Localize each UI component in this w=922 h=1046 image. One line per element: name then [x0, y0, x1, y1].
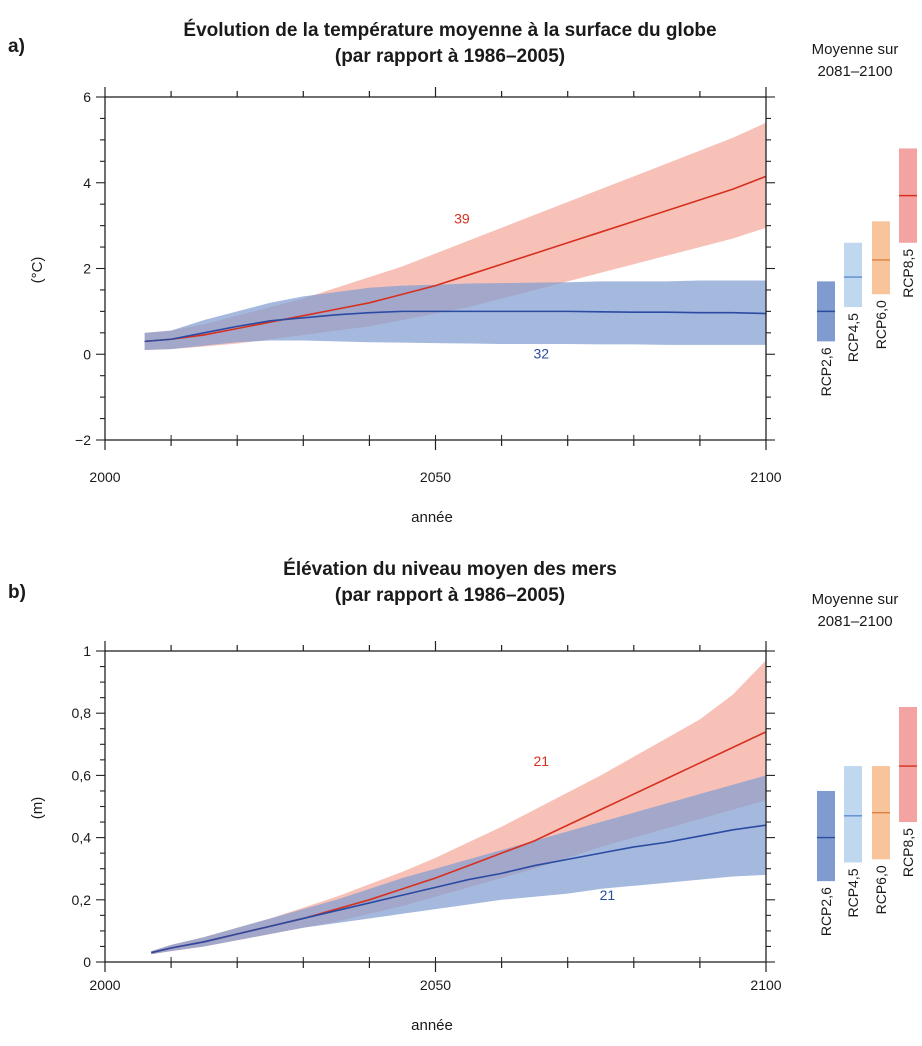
panel-b-side-bar-label: RCP8,5 [900, 828, 916, 877]
panel-b-sea-level: b) Élévation du niveau moyen des mers (p… [8, 558, 917, 1034]
panel-a-ylabel: (°C) [29, 257, 46, 284]
panel-a-y-tick-label: −2 [75, 432, 91, 448]
panel-b-y-tick-label: 0,6 [72, 767, 92, 783]
panel-a-rcp85-mean-line [144, 175, 767, 343]
panel-b-side-bar-rcp26 [817, 790, 835, 882]
panel-a-side-bar-label: RCP2,6 [818, 347, 834, 396]
panel-b-y-tick-label: 0,4 [72, 830, 92, 846]
panel-a-y-tick-label: 4 [83, 175, 91, 191]
panel-a-title: Évolution de la température moyenne à la… [183, 19, 716, 41]
panel-b-side-bar-label: RCP2,6 [818, 887, 834, 936]
panel-b-side-bar-rcp45 [844, 766, 862, 863]
panel-a-x-tick-label: 2000 [89, 469, 120, 485]
panel-b-rcp26-band [151, 775, 766, 955]
panel-b-y-tick-label: 0,8 [72, 705, 92, 721]
panel-b-side-bar-label: RCP4,5 [845, 868, 861, 917]
panel-b-xlabel: année [411, 1017, 453, 1034]
panel-a-side-bar-label: RCP8,5 [900, 249, 916, 298]
panel-a-rcp26-mean-line [144, 310, 767, 343]
panel-a-side-bar-label: RCP6,0 [873, 300, 889, 349]
panel-a-side-bars: RCP2,6 RCP4,5 RCP6,0 RCP8,5 [817, 148, 917, 396]
panel-a-y-tick-label: 0 [83, 346, 91, 362]
panel-a-y-tick-label: 2 [83, 261, 91, 277]
panel-a-label: a) [8, 36, 25, 57]
panel-b-rcp26-mean-line [151, 824, 767, 954]
panel-a-temperature: a) Évolution de la température moyenne à… [8, 19, 917, 526]
panel-b-y-tick-label: 0 [83, 954, 91, 970]
panel-b-subtitle: (par rapport à 1986–2005) [335, 585, 565, 606]
panel-b-x-tick-label: 2050 [420, 977, 451, 993]
panel-a-x-tick-label: 2050 [420, 469, 451, 485]
panel-b-y-tick-label: 0,2 [72, 892, 92, 908]
panel-a-rcp85-model-count: 39 [454, 210, 470, 226]
panel-a-subtitle: (par rapport à 1986–2005) [335, 46, 565, 67]
panel-a-rcp26-band [144, 280, 766, 350]
panel-b-label: b) [8, 582, 26, 603]
panel-a-side-bar-label: RCP4,5 [845, 313, 861, 362]
panel-a-side-subtitle: 2081–2100 [817, 63, 892, 80]
panel-a-y-tick-label: 6 [83, 89, 91, 105]
panel-a-xlabel: année [411, 509, 453, 526]
panel-b-ylabel: (m) [29, 797, 46, 820]
panel-a-side-bar-rcp60 [872, 221, 890, 295]
panel-b-side-bar-label: RCP6,0 [873, 865, 889, 914]
panel-b-side-title: Moyenne sur [812, 591, 899, 608]
panel-b-title: Élévation du niveau moyen des mers [283, 558, 617, 580]
panel-a-rcp26-model-count: 32 [533, 346, 549, 362]
panel-b-x-tick-label: 2100 [750, 977, 781, 993]
panel-b-x-tick-label: 2000 [89, 977, 120, 993]
panel-b-rcp85-band [151, 660, 766, 955]
panel-b-rcp26-model-count: 21 [600, 887, 616, 903]
panel-b-side-bar-rcp85 [899, 706, 917, 823]
panel-a-plot-area: 39 32 2000 2050 2100 −2 0 2 4 6 [75, 87, 782, 485]
panel-a-side-title: Moyenne sur [812, 41, 899, 58]
panel-b-plot-area: 21 21 2000 2050 2100 0 0,2 0,4 0,6 0,8 1 [72, 641, 782, 993]
panel-a-side-bar-rcp45 [844, 242, 862, 308]
panel-a-x-tick-label: 2100 [750, 469, 781, 485]
panel-b-rcp85-model-count: 21 [533, 753, 549, 769]
panel-b-y-tick-label: 1 [83, 643, 91, 659]
panel-b-side-subtitle: 2081–2100 [817, 613, 892, 630]
panel-b-side-bars: RCP2,6 RCP4,5 RCP6,0 RCP8,5 [817, 706, 917, 936]
